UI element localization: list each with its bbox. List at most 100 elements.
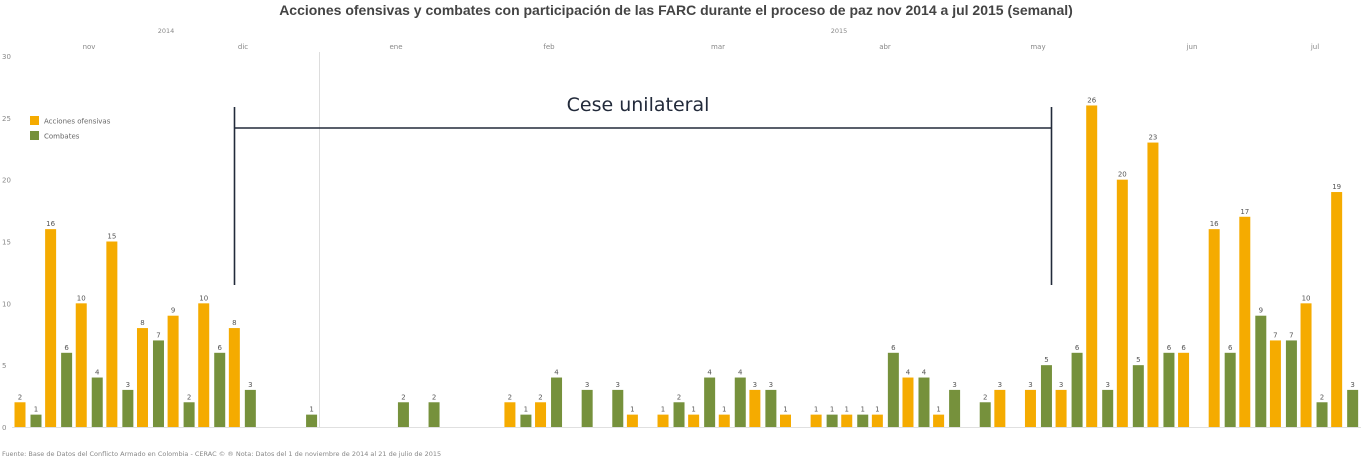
data-label: 3: [585, 381, 589, 389]
data-label: 9: [1259, 307, 1263, 315]
data-label: 20: [1118, 171, 1127, 179]
bar-combates: [918, 377, 930, 427]
legend-label: Acciones ofensivas: [44, 118, 111, 126]
data-label: 1: [309, 406, 313, 414]
bar-combates: [765, 389, 777, 427]
data-label: 3: [998, 381, 1002, 389]
data-label: 6: [1228, 344, 1233, 352]
bar-acciones-ofensivas: [1300, 303, 1312, 427]
data-label: 1: [722, 406, 726, 414]
bar-acciones-ofensivas: [136, 328, 148, 427]
bar-combates: [244, 389, 256, 427]
data-label: 1: [814, 406, 818, 414]
cese-unilateral-annotation: Cese unilateral: [233, 94, 1053, 285]
data-label: 1: [861, 406, 865, 414]
bar-combates: [1316, 402, 1328, 427]
bar-acciones-ofensivas: [14, 402, 26, 427]
bar-acciones-ofensivas: [228, 328, 240, 427]
bar-combates: [673, 402, 685, 427]
data-label: 6: [1075, 344, 1080, 352]
bar-acciones-ofensivas: [1331, 192, 1343, 427]
data-label: 1: [661, 406, 665, 414]
data-label: 9: [171, 307, 175, 315]
bar-acciones-ofensivas: [626, 414, 638, 427]
bar-combates: [612, 389, 624, 427]
data-label: 10: [77, 294, 86, 302]
data-label: 2: [187, 393, 191, 401]
data-label: 7: [1289, 331, 1293, 339]
legend-label: Combates: [44, 133, 80, 141]
data-label: 2: [677, 393, 681, 401]
data-label: 3: [769, 381, 773, 389]
month-label: abr: [879, 43, 891, 51]
bar-combates: [581, 389, 593, 427]
bar-acciones-ofensivas: [841, 414, 853, 427]
bar-acciones-ofensivas: [167, 315, 179, 427]
bar-acciones-ofensivas: [871, 414, 883, 427]
data-label: 6: [1181, 344, 1186, 352]
y-tick-label: 20: [2, 177, 11, 185]
bar-combates: [1285, 340, 1297, 427]
data-label: 2: [508, 393, 512, 401]
data-label: 17: [1240, 208, 1249, 216]
month-label: dic: [238, 43, 248, 51]
data-label: 4: [554, 369, 559, 377]
bar-combates: [979, 402, 991, 427]
month-label: mar: [711, 43, 725, 51]
bar-combates: [1224, 352, 1236, 427]
bar-acciones-ofensivas: [1086, 105, 1098, 427]
annotation-label: Cese unilateral: [567, 94, 710, 116]
year-label: 2015: [831, 27, 848, 35]
bar-combates: [1040, 365, 1052, 427]
data-label: 3: [1350, 381, 1354, 389]
data-label: 4: [95, 369, 100, 377]
bar-acciones-ofensivas: [902, 377, 914, 427]
bar-acciones-ofensivas: [994, 389, 1006, 427]
bar-combates: [857, 414, 869, 427]
bar-combates: [704, 377, 716, 427]
chart-title: Acciones ofensivas y combates con partic…: [279, 2, 1073, 18]
source-note: Fuente: Base de Datos del Conflicto Arma…: [2, 450, 441, 458]
y-tick-label: 5: [2, 362, 6, 370]
data-label: 26: [1087, 96, 1096, 104]
bar-acciones-ofensivas: [198, 303, 210, 427]
bars-layer: [14, 105, 1359, 428]
data-label: 6: [217, 344, 222, 352]
y-tick-label: 30: [2, 53, 11, 61]
y-tick-label: 0: [2, 424, 6, 432]
data-label: 3: [753, 381, 757, 389]
bar-combates: [122, 389, 134, 427]
data-label: 7: [1273, 331, 1277, 339]
bar-combates: [1347, 389, 1359, 427]
bar-acciones-ofensivas: [1116, 179, 1128, 427]
data-label: 6: [891, 344, 896, 352]
bar-acciones-ofensivas: [933, 414, 945, 427]
bar-acciones-ofensivas: [1269, 340, 1281, 427]
data-label: 15: [107, 233, 116, 241]
bar-acciones-ofensivas: [106, 241, 118, 427]
bar-acciones-ofensivas: [657, 414, 669, 427]
data-label: 3: [1105, 381, 1109, 389]
month-label: jun: [1186, 43, 1198, 51]
year-label: 2014: [158, 27, 175, 35]
data-label: 1: [691, 406, 695, 414]
data-label: 23: [1148, 134, 1157, 142]
data-label: 4: [906, 369, 911, 377]
data-label: 1: [936, 406, 940, 414]
bar-combates: [1071, 352, 1083, 427]
month-label: feb: [543, 43, 555, 51]
month-label: ene: [389, 43, 402, 51]
legend-swatch: [30, 131, 39, 140]
bar-acciones-ofensivas: [688, 414, 700, 427]
data-label: 8: [140, 319, 144, 327]
data-label: 4: [738, 369, 743, 377]
data-label: 10: [199, 294, 208, 302]
data-label: 16: [1210, 220, 1219, 228]
data-label: 1: [524, 406, 528, 414]
data-label: 1: [830, 406, 834, 414]
bar-acciones-ofensivas: [1147, 142, 1159, 428]
bar-combates: [152, 340, 164, 427]
y-tick-label: 10: [2, 300, 11, 308]
month-label: jul: [1310, 43, 1319, 51]
